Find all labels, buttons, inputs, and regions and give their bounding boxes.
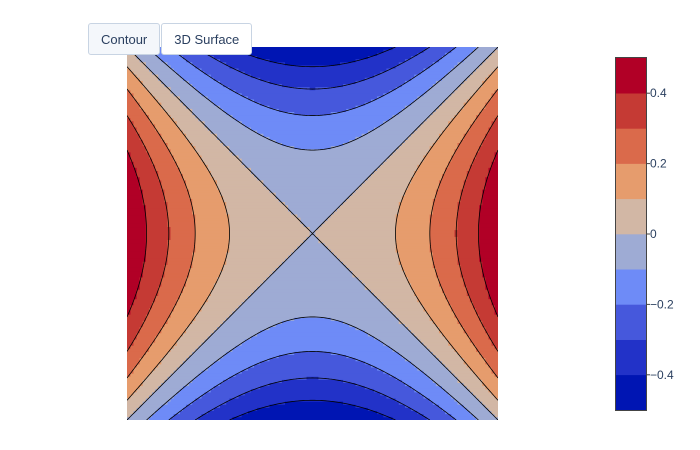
colorbar-segment-2 <box>616 339 646 376</box>
view-toggle-buttons: Contour 3D Surface <box>88 23 253 55</box>
colorbar-segment-3 <box>616 304 646 340</box>
colorbar-segment-7 <box>616 163 646 200</box>
contour-band-9 <box>127 152 498 315</box>
surface-3d-button[interactable]: 3D Surface <box>161 23 253 55</box>
contour-line-8 <box>127 115 498 352</box>
contour-line-4 <box>146 47 479 420</box>
contour-line-7 <box>127 88 498 379</box>
contour-line-1 <box>229 47 396 420</box>
colorbar-tick-label: 0.2 <box>650 157 667 171</box>
colorbar-segment-9 <box>616 93 646 129</box>
colorbar-tick: −0.2 <box>646 297 674 311</box>
colorbar-tick-label: 0.4 <box>650 86 667 100</box>
colorbar-segment-4 <box>616 269 646 305</box>
colorbar-segment-8 <box>616 128 646 164</box>
contour-plot-area[interactable] <box>127 47 498 420</box>
contour-line-6 <box>127 66 498 401</box>
contour-line-3 <box>168 47 457 420</box>
colorbar-tick-label: −0.4 <box>650 368 674 382</box>
colorbar-tick: 0.4 <box>646 86 667 100</box>
colorbar-segment-5 <box>616 234 646 270</box>
colorbar-tick: 0 <box>646 227 657 241</box>
colorbar-segment-6 <box>616 198 646 235</box>
colorbar-segment-10 <box>616 58 646 94</box>
colorbar-tick: −0.4 <box>646 368 674 382</box>
contour-line-2 <box>194 47 431 420</box>
colorbar-tick: 0.2 <box>646 157 667 171</box>
colorbar-segment-1 <box>616 374 646 411</box>
contour-line-5 <box>127 47 498 420</box>
contour-button[interactable]: Contour <box>88 23 161 55</box>
colorbar-tick-label: 0 <box>650 227 657 241</box>
contour-line-9 <box>127 149 498 318</box>
colorbar-tick-label: −0.2 <box>650 297 674 311</box>
colorbar: 0.4 0.2 0 −0.2 −0.4 <box>615 57 674 411</box>
